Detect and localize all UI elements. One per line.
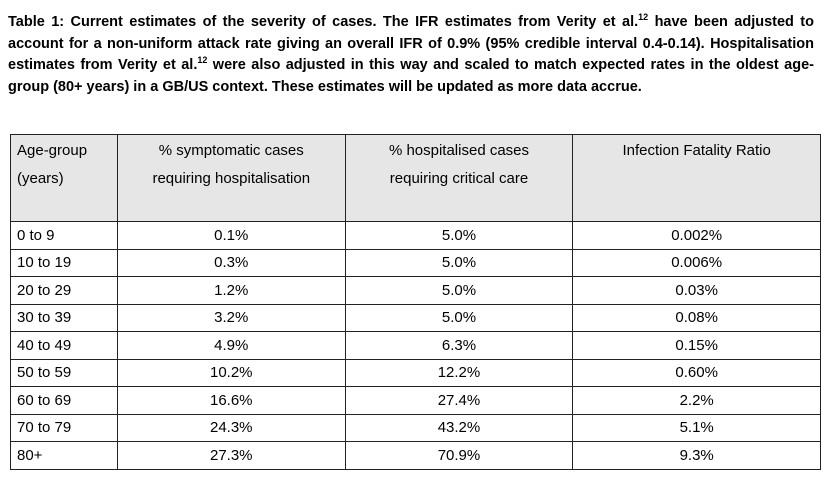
header-age-group-line1: Age-group	[17, 142, 88, 159]
header-symptomatic-hospitalisation: % symptomatic cases requiring hospitalis…	[116, 134, 346, 222]
cell-infection-fatality-ratio: 2.2%	[572, 386, 821, 415]
cell-infection-fatality-ratio: 5.1%	[572, 413, 821, 442]
header-ifr-line1: Infection Fatality Ratio	[622, 142, 771, 159]
cell-age-group: 70 to 79	[10, 413, 118, 442]
cell-age-group: 0 to 9	[10, 221, 118, 250]
table-row: 10 to 19 0.3% 5.0% 0.006%	[10, 248, 821, 277]
cell-symptomatic-hospitalisation: 16.6%	[116, 386, 346, 415]
caption-text-1: Table 1: Current estimates of the severi…	[8, 14, 639, 30]
caption-reference-2: 12	[197, 55, 208, 65]
header-symptomatic-line1: % symptomatic cases	[158, 142, 304, 159]
cell-hospitalised-critical-care: 43.2%	[344, 413, 574, 442]
cell-hospitalised-critical-care: 70.9%	[344, 441, 574, 470]
cell-symptomatic-hospitalisation: 3.2%	[116, 303, 346, 332]
cell-hospitalised-critical-care: 5.0%	[344, 221, 574, 250]
header-hospitalised-line1: % hospitalised cases	[388, 142, 530, 159]
cell-symptomatic-hospitalisation: 10.2%	[116, 358, 346, 387]
table-row: 80+ 27.3% 70.9% 9.3%	[10, 441, 821, 470]
table-row: 30 to 39 3.2% 5.0% 0.08%	[10, 303, 821, 332]
table-header-row: Age-group (years) % symptomatic cases re…	[10, 134, 821, 222]
cell-hospitalised-critical-care: 5.0%	[344, 303, 574, 332]
cell-symptomatic-hospitalisation: 27.3%	[116, 441, 346, 470]
table-row: 70 to 79 24.3% 43.2% 5.1%	[10, 413, 821, 442]
cell-hospitalised-critical-care: 27.4%	[344, 386, 574, 415]
cell-infection-fatality-ratio: 0.03%	[572, 276, 821, 305]
cell-age-group: 10 to 19	[10, 248, 118, 277]
table-caption: Table 1: Current estimates of the severi…	[8, 12, 814, 98]
cell-age-group: 50 to 59	[10, 358, 118, 387]
cell-hospitalised-critical-care: 12.2%	[344, 358, 574, 387]
header-infection-fatality-ratio: Infection Fatality Ratio	[572, 134, 821, 222]
cell-age-group: 40 to 49	[10, 331, 118, 360]
cell-age-group: 20 to 29	[10, 276, 118, 305]
cell-symptomatic-hospitalisation: 4.9%	[116, 331, 346, 360]
cell-infection-fatality-ratio: 0.002%	[572, 221, 821, 250]
table-row: 60 to 69 16.6% 27.4% 2.2%	[10, 386, 821, 415]
cell-infection-fatality-ratio: 0.15%	[572, 331, 821, 360]
cell-symptomatic-hospitalisation: 0.3%	[116, 248, 346, 277]
header-symptomatic-line2: requiring hospitalisation	[152, 170, 311, 187]
cell-hospitalised-critical-care: 6.3%	[344, 331, 574, 360]
header-age-group: Age-group (years)	[10, 134, 118, 222]
cell-infection-fatality-ratio: 0.60%	[572, 358, 821, 387]
table-row: 40 to 49 4.9% 6.3% 0.15%	[10, 331, 821, 360]
cell-hospitalised-critical-care: 5.0%	[344, 276, 574, 305]
cell-age-group: 30 to 39	[10, 303, 118, 332]
cell-hospitalised-critical-care: 5.0%	[344, 248, 574, 277]
header-hospitalised-critical-care: % hospitalised cases requiring critical …	[344, 134, 574, 222]
table-row: 50 to 59 10.2% 12.2% 0.60%	[10, 358, 821, 387]
cell-infection-fatality-ratio: 0.08%	[572, 303, 821, 332]
cell-age-group: 80+	[10, 441, 118, 470]
cell-infection-fatality-ratio: 0.006%	[572, 248, 821, 277]
cell-symptomatic-hospitalisation: 1.2%	[116, 276, 346, 305]
header-age-group-line2: (years)	[17, 170, 64, 187]
caption-text-2: have been adjusted to account for a non-…	[8, 14, 814, 73]
cell-symptomatic-hospitalisation: 24.3%	[116, 413, 346, 442]
cell-symptomatic-hospitalisation: 0.1%	[116, 221, 346, 250]
cell-infection-fatality-ratio: 9.3%	[572, 441, 821, 470]
table-row: 0 to 9 0.1% 5.0% 0.002%	[10, 221, 821, 250]
severity-table: Age-group (years) % symptomatic cases re…	[10, 134, 821, 470]
caption-text-3: were also adjusted in this way and scale…	[8, 57, 814, 95]
caption-reference-1: 12	[638, 12, 649, 22]
header-hospitalised-line2: requiring critical care	[389, 170, 529, 187]
table-row: 20 to 29 1.2% 5.0% 0.03%	[10, 276, 821, 305]
cell-age-group: 60 to 69	[10, 386, 118, 415]
